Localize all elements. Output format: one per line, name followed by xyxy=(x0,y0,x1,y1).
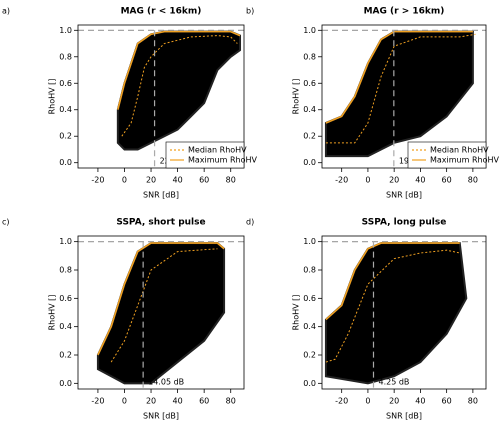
chart-title: SSPA, long pulse xyxy=(362,218,447,228)
x-tick-label: 0 xyxy=(122,397,127,406)
point-cloud xyxy=(324,30,474,158)
y-tick-label: 1.0 xyxy=(59,26,72,35)
panel-label: b) xyxy=(246,7,254,16)
y-tick-label: 0.6 xyxy=(303,294,316,303)
plot-area xyxy=(78,29,244,168)
y-axis-label: RhoHV [] xyxy=(292,79,301,115)
x-tick-label: 40 xyxy=(173,397,183,406)
x-tick-label: 40 xyxy=(173,176,183,185)
x-axis-label: SNR [dB] xyxy=(386,191,422,200)
x-axis-label: SNR [dB] xyxy=(143,412,179,421)
series-line xyxy=(110,248,218,363)
point-cloud xyxy=(324,242,468,385)
x-tick-label: 20 xyxy=(146,397,156,406)
plot-area xyxy=(78,241,244,389)
y-axis-label: RhoHV [] xyxy=(48,295,57,331)
x-tick-label: -20 xyxy=(91,176,104,185)
y-tick-label: 0.6 xyxy=(59,79,72,88)
x-axis-label: SNR [dB] xyxy=(386,412,422,421)
y-tick-label: 0.8 xyxy=(303,52,316,61)
legend-box xyxy=(165,141,245,169)
y-tick-label: 1.0 xyxy=(303,237,316,246)
y-tick-label: 0.6 xyxy=(59,294,72,303)
x-tick-label: 80 xyxy=(226,176,236,185)
x-tick-label: -20 xyxy=(335,397,348,406)
panel-label: c) xyxy=(2,218,10,227)
y-axis-label: RhoHV [] xyxy=(48,79,57,115)
series-line xyxy=(117,30,241,110)
y-tick-label: 0.0 xyxy=(59,379,72,388)
x-tick-label: 60 xyxy=(442,397,452,406)
legend-label: Median RhoHV xyxy=(188,146,247,155)
threshold-label: 4.25 dB xyxy=(378,378,409,387)
y-tick-label: 0.4 xyxy=(59,322,72,331)
x-tick-label: 0 xyxy=(365,397,370,406)
y-tick-label: 0.2 xyxy=(59,351,72,360)
x-tick-label: 40 xyxy=(415,397,425,406)
series-line xyxy=(325,242,460,321)
plot-area xyxy=(322,241,486,389)
x-tick-label: 60 xyxy=(199,397,209,406)
x-tick-label: -20 xyxy=(335,176,348,185)
x-tick-label: 80 xyxy=(468,397,478,406)
y-tick-label: 0.2 xyxy=(303,132,316,141)
y-tick-label: 0.0 xyxy=(303,379,316,388)
y-tick-label: 0.4 xyxy=(59,105,72,114)
y-tick-label: 0.4 xyxy=(303,105,316,114)
x-tick-label: -20 xyxy=(91,397,104,406)
x-axis-label: SNR [dB] xyxy=(143,191,179,200)
x-tick-label: 0 xyxy=(122,176,127,185)
plot-frame xyxy=(77,24,245,169)
x-tick-label: 20 xyxy=(146,176,156,185)
panel-label: d) xyxy=(246,218,254,227)
y-tick-label: 0.0 xyxy=(303,158,316,167)
y-tick-label: 0.8 xyxy=(59,266,72,275)
series-line xyxy=(325,249,460,363)
series-line xyxy=(325,33,476,144)
y-tick-label: 0.8 xyxy=(59,52,72,61)
x-tick-label: 20 xyxy=(389,176,399,185)
plot-frame xyxy=(321,24,487,169)
y-tick-label: 1.0 xyxy=(59,237,72,246)
y-tick-label: 1.0 xyxy=(303,26,316,35)
y-tick-label: 0.2 xyxy=(59,132,72,141)
chart-title: MAG (r < 16km) xyxy=(121,7,202,17)
series-line xyxy=(121,35,238,137)
x-tick-label: 60 xyxy=(442,176,452,185)
panel-label: a) xyxy=(2,7,10,16)
legend-label: Maximum RhoHV xyxy=(430,156,500,165)
chart-title: SSPA, short pulse xyxy=(116,218,205,228)
point-cloud xyxy=(96,242,226,385)
plot-area xyxy=(322,29,486,168)
x-tick-label: 60 xyxy=(199,176,209,185)
x-tick-label: 80 xyxy=(468,176,478,185)
y-tick-label: 0.4 xyxy=(303,322,316,331)
threshold-label: 14.05 dB xyxy=(148,378,184,387)
y-tick-label: 0.0 xyxy=(59,158,72,167)
x-tick-label: 80 xyxy=(226,397,236,406)
legend-label: Median RhoHV xyxy=(430,146,489,155)
chart-title: MAG (r > 16km) xyxy=(364,7,445,17)
plot-frame xyxy=(77,235,245,390)
series-line xyxy=(97,242,225,356)
y-tick-label: 0.8 xyxy=(303,266,316,275)
plot-frame xyxy=(321,235,487,390)
x-tick-label: 40 xyxy=(415,176,425,185)
legend-box xyxy=(407,141,487,169)
y-tick-label: 0.6 xyxy=(303,79,316,88)
y-axis-label: RhoHV [] xyxy=(292,295,301,331)
legend-label: Maximum RhoHV xyxy=(188,156,258,165)
x-tick-label: 20 xyxy=(389,397,399,406)
x-tick-label: 0 xyxy=(365,176,370,185)
y-tick-label: 0.2 xyxy=(303,351,316,360)
